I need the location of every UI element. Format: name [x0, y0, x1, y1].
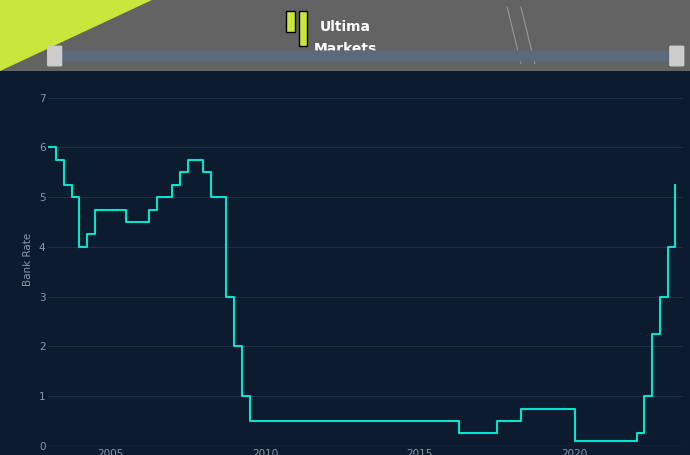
Y-axis label: Bank Rate: Bank Rate	[23, 233, 33, 286]
FancyBboxPatch shape	[47, 46, 62, 66]
FancyBboxPatch shape	[669, 46, 684, 66]
FancyBboxPatch shape	[52, 51, 679, 61]
FancyBboxPatch shape	[286, 10, 295, 32]
FancyBboxPatch shape	[299, 10, 307, 46]
Text: Ultima: Ultima	[319, 20, 371, 34]
Text: Markets: Markets	[313, 42, 377, 56]
FancyBboxPatch shape	[0, 0, 690, 71]
Polygon shape	[0, 0, 152, 71]
